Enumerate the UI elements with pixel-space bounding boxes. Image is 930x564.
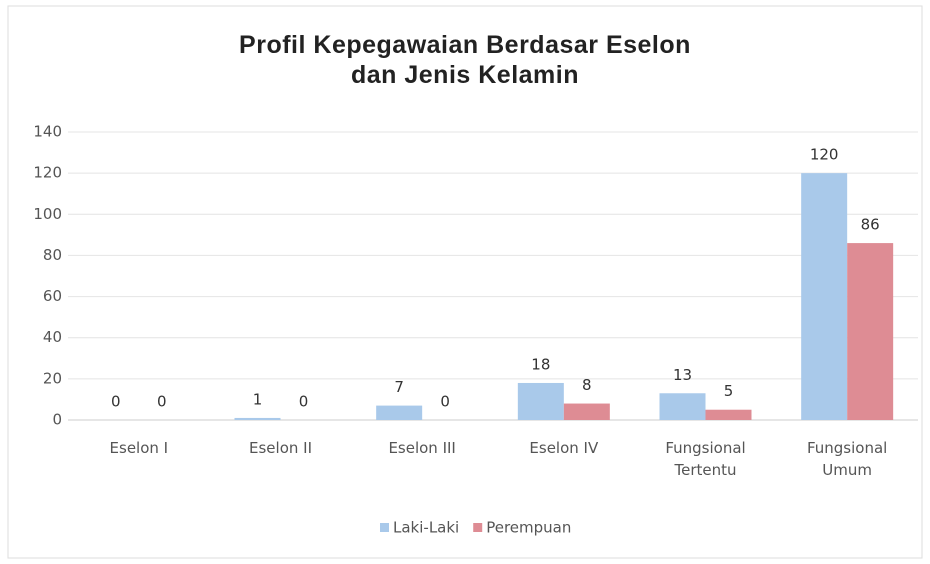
data-label: 7 — [394, 378, 404, 396]
legend-swatch — [380, 523, 389, 532]
legend-label: Perempuan — [486, 519, 571, 537]
chart-title: Profil Kepegawaian Berdasar Eselon dan J… — [239, 31, 691, 89]
data-label: 5 — [724, 382, 734, 400]
y-tick-label: 20 — [43, 369, 62, 387]
bar — [376, 405, 423, 420]
data-label: 13 — [673, 366, 692, 384]
data-label: 0 — [111, 393, 121, 411]
x-tick-label: Eselon II — [249, 439, 312, 457]
data-label: 0 — [440, 393, 450, 411]
bar — [801, 173, 848, 420]
y-tick-label: 0 — [52, 411, 62, 429]
y-tick-label: 100 — [33, 205, 62, 223]
x-tick-label: Eselon III — [388, 439, 456, 457]
data-label: 18 — [531, 355, 550, 373]
x-tick-label: Fungsional Tertentu — [665, 439, 746, 479]
data-label: 120 — [810, 146, 839, 164]
data-label: 0 — [157, 393, 167, 411]
bar — [705, 409, 752, 420]
data-label: 8 — [582, 376, 592, 394]
bar — [563, 403, 610, 420]
bar — [659, 393, 706, 420]
x-tick-label: Fungsional Umum — [806, 439, 888, 479]
bar — [517, 382, 564, 420]
y-tick-label: 60 — [43, 287, 62, 305]
legend-swatch — [473, 523, 483, 532]
bar — [847, 243, 894, 420]
legend-label: Laki-Laki — [393, 519, 459, 537]
x-tick-label: Eselon I — [109, 439, 169, 457]
chart-border — [7, 5, 923, 559]
y-tick-label: 80 — [43, 246, 62, 264]
data-label: 0 — [299, 393, 309, 411]
y-tick-label: 140 — [33, 123, 62, 141]
x-tick-label: Eselon IV — [529, 439, 599, 457]
y-tick-label: 120 — [33, 164, 62, 182]
bar — [234, 417, 281, 420]
data-label: 86 — [861, 216, 880, 234]
y-tick-label: 40 — [43, 328, 62, 346]
data-label: 1 — [253, 390, 263, 408]
